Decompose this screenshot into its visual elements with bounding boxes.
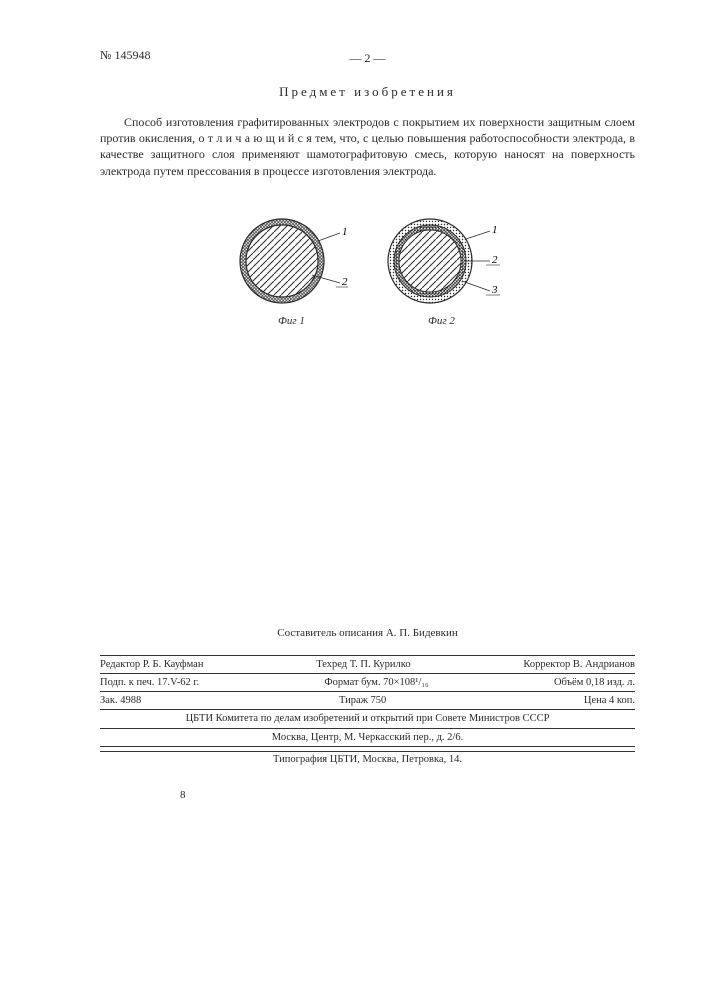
- figure-2-svg: 1 2 3: [380, 211, 504, 311]
- meta-volume: Объём 0,18 изд. л.: [554, 675, 635, 690]
- fig2-label-2: 2: [492, 254, 498, 266]
- fig1-label-2: 2: [342, 276, 348, 288]
- meta-price: Цена 4 коп.: [584, 693, 635, 708]
- meta-row-2: Зак. 4988 Тираж 750 Цена 4 коп.: [100, 692, 635, 710]
- meta-print-date: Подп. к печ. 17.V-62 г.: [100, 675, 199, 690]
- compiler-line: Составитель описания А. П. Бидевкин: [100, 627, 635, 639]
- editor: Редактор Р. Б. Кауфман: [100, 657, 203, 672]
- figures-block: 1 2 Фиг 1: [100, 211, 635, 327]
- credits-row: Редактор Р. Б. Кауфман Техред Т. П. Кури…: [100, 656, 635, 674]
- meta-format: Формат бум. 70×108¹/₁₆: [324, 675, 428, 690]
- section-title: Предмет изобретения: [100, 84, 635, 100]
- organization-line-1: ЦБТИ Комитета по делам изобретений и отк…: [100, 710, 635, 728]
- organization-line-2: Москва, Центр, М. Черкасский пер., д. 2/…: [100, 729, 635, 747]
- meta-row-1: Подп. к печ. 17.V-62 г. Формат бум. 70×1…: [100, 674, 635, 692]
- figure-2: 1 2 3 Фиг 2: [380, 211, 504, 327]
- figure-1-caption: Фиг 1: [232, 315, 352, 327]
- techred: Техред Т. П. Курилко: [316, 657, 410, 672]
- fig2-label-3: 3: [491, 284, 498, 296]
- metadata-block: Редактор Р. Б. Кауфман Техред Т. П. Кури…: [100, 655, 635, 747]
- figure-2-caption: Фиг 2: [380, 315, 504, 327]
- meta-order: Зак. 4988: [100, 693, 141, 708]
- typography-footer: Типография ЦБТИ, Москва, Петровка, 14.: [100, 751, 635, 765]
- figure-1-svg: 1 2: [232, 211, 352, 311]
- page-number: — 2 —: [100, 51, 635, 66]
- figure-1: 1 2 Фиг 1: [232, 211, 352, 327]
- meta-tirage: Тираж 750: [339, 693, 386, 708]
- bottom-page-number: 8: [180, 789, 635, 801]
- body-paragraph: Способ изготовления графитированных элек…: [100, 114, 635, 179]
- fig2-label-1: 1: [492, 224, 498, 236]
- corrector: Корректор В. Андрианов: [523, 657, 635, 672]
- fig1-label-1: 1: [342, 226, 348, 238]
